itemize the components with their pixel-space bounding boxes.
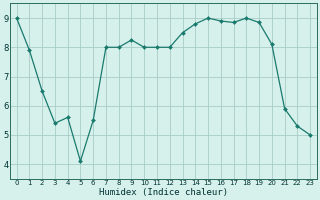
X-axis label: Humidex (Indice chaleur): Humidex (Indice chaleur) <box>99 188 228 197</box>
